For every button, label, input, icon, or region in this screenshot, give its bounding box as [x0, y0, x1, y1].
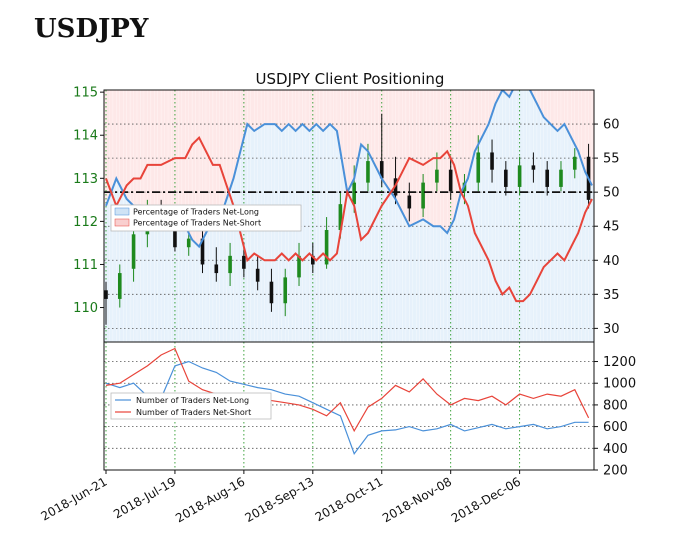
- candle-body: [338, 204, 343, 230]
- legend-label-net-long-count: Number of Traders Net-Long: [136, 396, 249, 405]
- price-tick-label: 110: [73, 301, 98, 316]
- candle-body: [545, 169, 549, 187]
- candle-body: [366, 161, 370, 183]
- legend-swatch-net-long: [114, 207, 130, 216]
- chart-title: USDJPY Client Positioning: [256, 70, 445, 88]
- candle-body: [104, 290, 108, 299]
- candle-body: [421, 182, 425, 209]
- count-tick-label: 400: [603, 442, 628, 457]
- candle-body: [324, 230, 329, 265]
- candle-body: [131, 234, 136, 269]
- price-tick-label: 113: [73, 172, 98, 187]
- pct-tick-label: 30: [603, 322, 620, 337]
- candle-body: [407, 195, 412, 209]
- price-tick-label: 111: [73, 258, 98, 273]
- legend-label-net-long: Percentage of Traders Net-Long: [133, 208, 259, 217]
- candle-body: [504, 169, 508, 187]
- page-title: USDJPY: [34, 14, 149, 44]
- series-line-net-long-pct: [105, 90, 593, 249]
- price-tick-label: 112: [73, 215, 98, 230]
- candle-body: [311, 255, 315, 265]
- top-legend: Percentage of Traders Net-Long Percentag…: [110, 204, 302, 232]
- candle-body: [435, 169, 439, 183]
- pct-tick-label: 35: [603, 288, 620, 303]
- candle-body: [228, 255, 232, 274]
- price-tick-label: 115: [73, 86, 98, 101]
- pct-tick-label: 50: [603, 186, 620, 201]
- count-tick-label: 1000: [603, 377, 636, 392]
- legend-label-net-short: Percentage of Traders Net-Short: [133, 219, 261, 228]
- candle-body: [117, 273, 122, 299]
- candle-body: [559, 169, 563, 187]
- candle-body: [173, 221, 177, 248]
- legend-swatch-net-short: [114, 218, 130, 227]
- pct-tick-label: 45: [603, 220, 620, 235]
- date-tick-label: 2018-Sep-13: [243, 474, 317, 525]
- candle-body: [242, 255, 246, 269]
- price-percentage-panel: 110 111 112 113 114 115 30 35 40 45 50 55 60 Percen…: [73, 86, 620, 343]
- candle-body: [283, 277, 288, 304]
- trader-count-panel: 200 400 600 800 1000 1200 Number of Traders N…: [103, 341, 636, 479]
- legend-label-net-short-count: Number of Traders Net-Short: [136, 408, 251, 417]
- series-line-net-short-pct: [105, 136, 593, 303]
- candle-body: [255, 268, 260, 282]
- series-line-net-short-count: [105, 347, 590, 433]
- candle-body: [214, 264, 219, 274]
- candle-body: [476, 152, 481, 183]
- candle-body: [186, 238, 191, 248]
- candle-body: [572, 156, 577, 170]
- date-tick-label: 2018-Aug-16: [173, 474, 247, 525]
- count-tick-label: 1200: [603, 355, 636, 370]
- candle-body: [269, 281, 274, 304]
- count-tick-label: 200: [603, 464, 628, 479]
- date-tick-label: 2018-Nov-08: [380, 474, 454, 525]
- candle-body: [517, 165, 522, 187]
- count-tick-label: 600: [603, 420, 628, 435]
- date-tick-label: 2018-Jun-21: [39, 474, 110, 523]
- date-tick-label: 2018-Jul-19: [111, 474, 178, 521]
- candle-body: [490, 152, 494, 170]
- bottom-legend: Number of Traders Net-Long Number of Tra…: [110, 392, 272, 420]
- bottom-panel-frame: [103, 341, 595, 471]
- count-tick-label: 800: [603, 398, 628, 413]
- candle-body: [531, 165, 536, 170]
- series-line-net-long-count: [105, 360, 589, 455]
- date-tick-label: 2018-Oct-11: [313, 474, 385, 524]
- candle-body: [448, 169, 453, 192]
- candle-body: [297, 255, 301, 278]
- pct-tick-label: 55: [603, 152, 620, 167]
- price-tick-label: 114: [73, 129, 98, 144]
- candle-body: [200, 238, 205, 265]
- pct-tick-label: 40: [603, 254, 620, 269]
- candle-body: [352, 182, 356, 205]
- candle-body: [379, 161, 384, 179]
- pct-tick-label: 60: [603, 118, 620, 133]
- date-tick-label: 2018-Dec-06: [449, 474, 523, 525]
